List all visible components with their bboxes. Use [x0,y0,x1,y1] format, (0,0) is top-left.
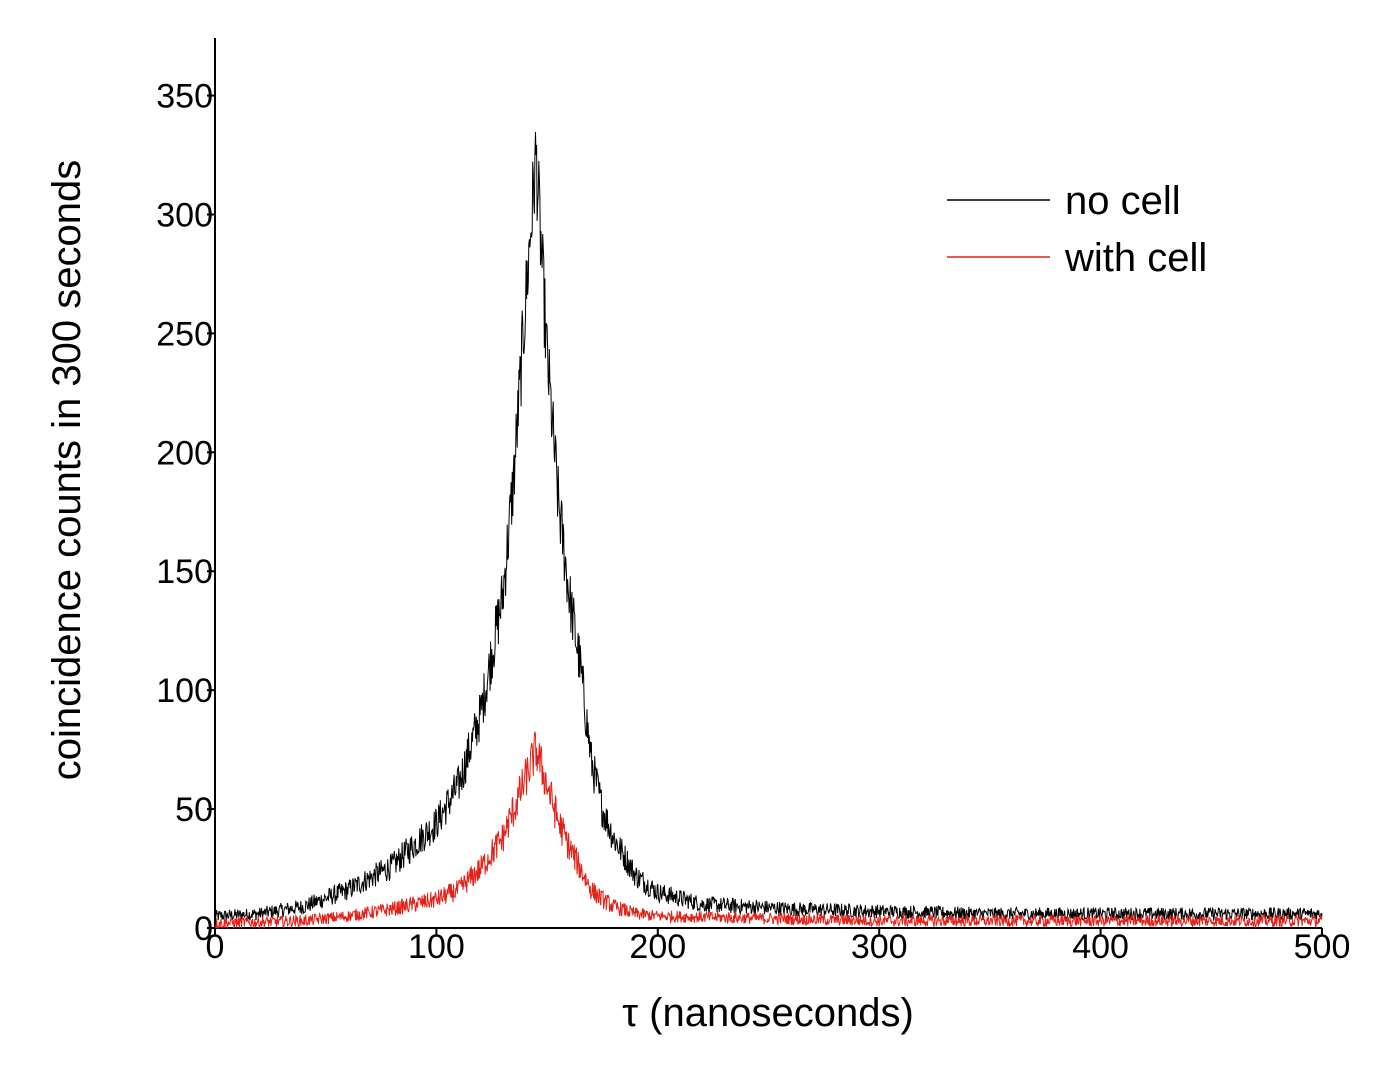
axes [214,38,1322,929]
y-tick-label: 250 [156,315,213,353]
x-tick-label: 300 [851,928,908,966]
x-tick-label: 500 [1294,928,1351,966]
x-tick-label: 400 [1072,928,1129,966]
y-tick-label: 100 [156,672,213,710]
y-tick-label: 0 [194,910,213,948]
x-axis-label: τ (nanoseconds) [622,991,914,1035]
x-tick-label: 200 [629,928,686,966]
series-line-with-cell [214,731,1323,930]
y-tick-label: 50 [175,791,213,829]
x-ticks: 0 100 200 300 400 500 [206,928,1351,966]
series-layer [214,131,1323,930]
x-tick-label: 100 [408,928,465,966]
x-tick-label: 0 [206,928,225,966]
y-tick-label: 200 [156,434,213,472]
legend: no cell with cell [947,179,1207,280]
y-ticks: 0 50 100 150 200 250 300 350 [156,78,215,948]
y-axis-label: coincidence counts in 300 seconds [45,160,89,780]
y-tick-label: 350 [156,78,213,116]
y-tick-label: 300 [156,196,213,234]
y-tick-label: 150 [156,553,213,591]
legend-label: no cell [1065,179,1181,223]
legend-label: with cell [1064,236,1207,280]
